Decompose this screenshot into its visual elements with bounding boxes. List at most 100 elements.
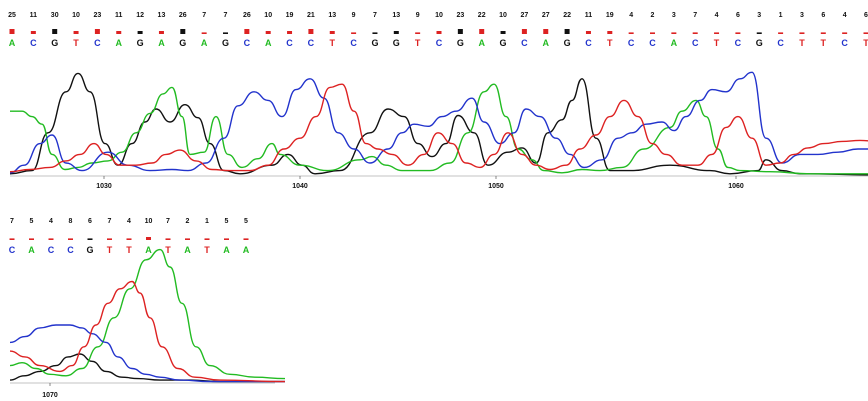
quality-bar xyxy=(735,32,741,34)
base-call: G xyxy=(137,38,144,48)
quality-value: 7 xyxy=(373,12,377,19)
quality-bar xyxy=(243,238,249,240)
quality-bar xyxy=(457,29,463,34)
quality-bar xyxy=(671,32,677,34)
quality-value: 2 xyxy=(651,12,655,19)
quality-bar xyxy=(521,29,527,34)
quality-bar xyxy=(73,31,79,34)
base-call: A xyxy=(671,38,678,48)
base-call: A xyxy=(145,245,152,255)
base-call: A xyxy=(478,38,485,48)
quality-value: 25 xyxy=(8,12,16,19)
base-call: T xyxy=(330,38,336,48)
quality-value: 27 xyxy=(521,12,529,19)
quality-value: 7 xyxy=(202,12,206,19)
base-call: C xyxy=(777,38,784,48)
quality-values-row: 7 5 4 8 6 7 4 10 7 2 1 5 5 xyxy=(10,218,248,225)
base-call: G xyxy=(51,38,58,48)
base-call: A xyxy=(116,38,123,48)
quality-bar xyxy=(372,32,378,34)
base-call: A xyxy=(543,38,550,48)
base-call: A xyxy=(28,245,35,255)
base-call: C xyxy=(841,38,848,48)
base-call: C xyxy=(30,38,37,48)
quality-value: 21 xyxy=(307,12,315,19)
quality-bar xyxy=(415,32,421,34)
base-call: T xyxy=(204,245,210,255)
quality-value: 26 xyxy=(179,12,187,19)
quality-bar xyxy=(165,238,171,240)
quality-value: 5 xyxy=(30,218,34,225)
trace-A xyxy=(9,248,286,380)
quality-value: 11 xyxy=(115,12,123,19)
panel-upper: 25 11 30 10 23 11 12 13 26 7 7 26 10 19 21 13 9 7 13 9 10 23 2… xyxy=(8,12,868,190)
quality-bar xyxy=(48,238,54,240)
quality-value: 9 xyxy=(416,12,420,19)
base-call: C xyxy=(628,38,635,48)
quality-value: 22 xyxy=(563,12,571,19)
quality-value: 6 xyxy=(864,12,868,19)
quality-value: 26 xyxy=(243,12,251,19)
quality-value: 22 xyxy=(478,12,486,19)
quality-value: 7 xyxy=(108,218,112,225)
quality-value: 7 xyxy=(166,218,170,225)
base-call: T xyxy=(714,38,720,48)
trace-G xyxy=(9,353,285,383)
quality-value: 10 xyxy=(435,12,443,19)
base-call: C xyxy=(436,38,443,48)
base-call: G xyxy=(564,38,571,48)
panel-lower: 7 5 4 8 6 7 4 10 7 2 1 5 5 C A C C G T T A T A T A A 1070 xyxy=(9,218,286,399)
quality-bar xyxy=(842,32,848,34)
base-call: G xyxy=(457,38,464,48)
quality-bar xyxy=(543,29,549,34)
trace-G xyxy=(9,72,868,176)
quality-value: 7 xyxy=(224,12,228,19)
quality-value: 10 xyxy=(145,218,153,225)
quality-value: 23 xyxy=(456,12,464,19)
quality-value: 4 xyxy=(49,218,53,225)
quality-value: 10 xyxy=(499,12,507,19)
quality-bar xyxy=(308,29,314,34)
quality-bars-row xyxy=(9,29,868,34)
quality-bar xyxy=(585,31,591,34)
trace-T xyxy=(9,280,286,383)
quality-bar xyxy=(287,31,293,34)
base-call: G xyxy=(500,38,507,48)
base-call: C xyxy=(585,38,592,48)
base-call: G xyxy=(179,38,186,48)
quality-bar xyxy=(607,31,613,34)
base-call: T xyxy=(799,38,805,48)
quality-bar xyxy=(244,29,250,34)
quality-bar xyxy=(9,29,15,34)
quality-value: 30 xyxy=(51,12,59,19)
base-call: C xyxy=(692,38,699,48)
quality-value: 19 xyxy=(606,12,614,19)
position-ticks: 1070 xyxy=(42,383,58,399)
quality-value: 13 xyxy=(328,12,336,19)
position-tick-label: 1030 xyxy=(96,183,112,190)
quality-value: 3 xyxy=(800,12,804,19)
base-call: C xyxy=(244,38,251,48)
base-call: T xyxy=(415,38,421,48)
base-call: T xyxy=(607,38,613,48)
base-call: C xyxy=(94,38,101,48)
quality-value: 10 xyxy=(72,12,80,19)
quality-value: 3 xyxy=(672,12,676,19)
quality-bar xyxy=(204,238,210,240)
quality-value: 19 xyxy=(286,12,294,19)
quality-value: 13 xyxy=(392,12,400,19)
position-tick-label: 1060 xyxy=(728,183,744,190)
base-call: A xyxy=(223,245,230,255)
position-tick-label: 1050 xyxy=(488,183,504,190)
quality-bar xyxy=(393,31,399,34)
base-call: C xyxy=(48,245,55,255)
quality-bar xyxy=(107,238,112,240)
quality-bar xyxy=(158,31,164,34)
base-call: C xyxy=(9,245,16,255)
quality-bars-row xyxy=(9,237,249,240)
quality-bar xyxy=(201,32,207,34)
quality-bar xyxy=(30,31,36,34)
quality-bar xyxy=(479,29,485,34)
